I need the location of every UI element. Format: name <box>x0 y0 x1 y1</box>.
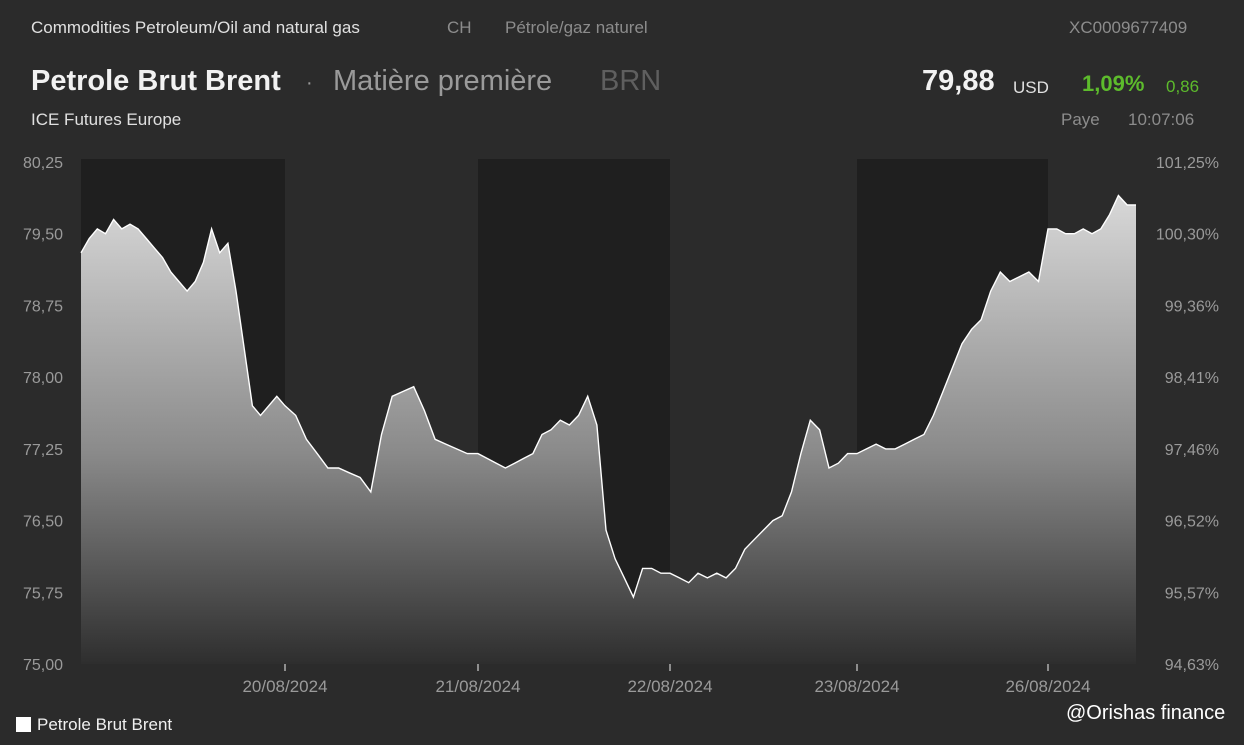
y-tick-label: 80,25 <box>23 155 63 172</box>
y2-tick-label: 99,36% <box>1165 298 1219 315</box>
legend-swatch <box>16 717 31 732</box>
y-tick-label: 75,75 <box>23 585 63 602</box>
y-tick-label: 75,00 <box>23 657 63 674</box>
x-tick-label: 22/08/2024 <box>627 677 712 696</box>
y2-tick-label: 96,52% <box>1165 514 1219 531</box>
y2-tick-label: 95,57% <box>1165 585 1219 602</box>
change-absolute: 0,86 <box>1166 77 1200 96</box>
price-line <box>80 194 1136 600</box>
y-tick-label: 78,75 <box>23 298 63 315</box>
price-currency: USD <box>1013 78 1049 97</box>
change-percent: 1,09% <box>1082 71 1145 96</box>
isin-code: XC0009677409 <box>1069 18 1188 37</box>
country-code: CH <box>447 18 472 37</box>
x-tick-label: 20/08/2024 <box>242 677 327 696</box>
exchange-name: ICE Futures Europe <box>31 110 182 129</box>
category-path: Commodities Petroleum/Oil and natural ga… <box>31 18 360 37</box>
price-area <box>81 195 1136 664</box>
y2-tick-label: 94,63% <box>1165 657 1219 674</box>
price-chart: 80,25 79,50 78,75 78,00 77,25 76,50 75,75 75,00… <box>23 155 1219 696</box>
x-tick-label: 23/08/2024 <box>814 677 899 696</box>
last-price: 79,88 <box>922 65 995 97</box>
category-french: Pétrole/gaz naturel <box>505 18 648 37</box>
y-tick-label: 76,50 <box>23 514 63 531</box>
y2-tick-label: 97,46% <box>1165 442 1219 459</box>
y-tick-label: 77,25 <box>23 442 63 459</box>
y2-tick-label: 98,41% <box>1165 370 1219 387</box>
asset-type: Matière première <box>333 65 553 97</box>
x-tick-label: 21/08/2024 <box>435 677 520 696</box>
y2-tick-label: 101,25% <box>1156 155 1219 172</box>
title-separator: · <box>306 72 313 94</box>
y-tick-label: 78,00 <box>23 370 63 387</box>
ticker-symbol: BRN <box>600 65 662 97</box>
y-tick-label: 79,50 <box>23 227 63 244</box>
legend-label: Petrole Brut Brent <box>37 715 173 734</box>
credit-watermark: @Orishas finance <box>1066 702 1226 724</box>
y2-tick-label: 100,30% <box>1156 227 1219 244</box>
quote-time: 10:07:06 <box>1128 110 1195 129</box>
x-tick-label: 26/08/2024 <box>1005 677 1090 696</box>
market-status: Paye <box>1061 110 1100 129</box>
instrument-name: Petrole Brut Brent <box>31 65 281 97</box>
